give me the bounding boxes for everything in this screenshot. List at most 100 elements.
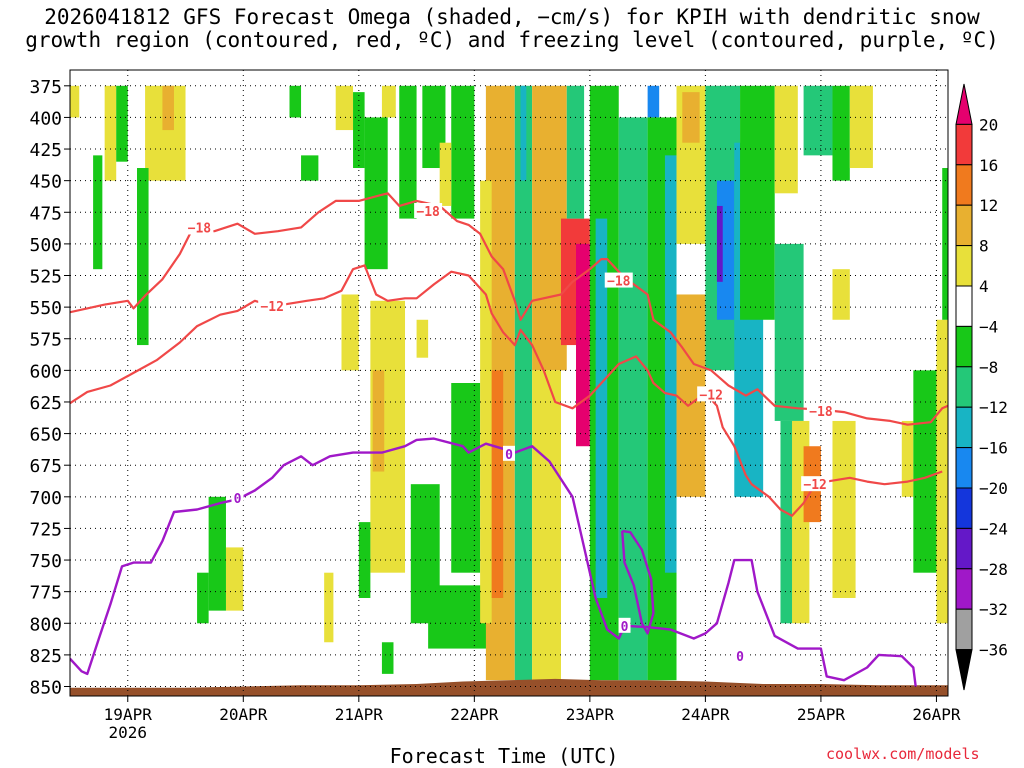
colorbar-swatch [955,245,973,287]
freezing-level-label: 0 [234,492,242,507]
dgz-contour-label-bg [806,402,835,418]
y-tick-label: 450 [29,172,62,193]
omega-cell [716,205,723,282]
colorbar-swatch [955,406,973,449]
y-tick-label: 375 [29,77,62,98]
x-tick-label: 20APR [219,705,268,724]
title-line-2: growth region (contoured, red, ºC) and f… [25,28,999,52]
omega-cell [832,269,850,320]
y-tick-label: 550 [29,298,62,319]
colorbar-swatch [955,123,973,166]
omega-cell [381,642,394,674]
colorbar-top-arrow [955,83,973,125]
omega-cell [832,420,856,598]
colorbar-label: −32 [979,600,1008,619]
y-tick-label: 525 [29,267,62,288]
omega-cell [451,85,475,219]
y-tick-label: 600 [29,361,62,382]
omega-cell [70,85,80,118]
y-tick-label: 825 [29,646,62,667]
omega-cell [849,85,873,169]
y-tick-label: 800 [29,614,62,635]
x-tick-label: 19APR [104,705,153,724]
colorbar-swatch [955,608,973,651]
omega-cell [576,243,590,447]
dgz-contour-label: −18 [607,275,631,290]
omega-cell [832,85,850,181]
colorbar-swatch [955,325,973,368]
dgz-contour-label-bg [185,219,214,235]
x-tick-label: 22APR [450,705,499,724]
omega-cell [341,294,359,371]
colorbar-label: 16 [979,156,998,175]
colorbar-label: 4 [979,277,989,296]
dgz-contour [70,192,948,426]
omega-cell [137,168,149,346]
omega-cell [803,85,833,156]
colorbar-swatch [955,447,973,489]
omega-cell [774,243,804,421]
y-tick-label: 400 [29,108,62,129]
omega-cell [913,370,937,573]
dgz-contour-label-bg [414,203,443,219]
y-tick-label: 700 [29,488,62,509]
omega-cell [208,496,226,611]
dgz-contour-label: −12 [260,300,283,315]
dgz-contour-label-bg [801,476,830,492]
title-line-1: 2026041812 GFS Forecast Omega (shaded, −… [44,5,980,29]
omega-cell [93,155,103,270]
x-axis-title: Forecast Time (UTC) [389,744,619,768]
dgz-contour-label: −12 [699,388,722,403]
freezing-level-label-bg [503,445,515,461]
freezing-level-label: 0 [505,448,513,463]
x-tick-sublabel: 2026 [108,723,147,742]
omega-cell [381,85,396,118]
plot-frame [69,69,949,697]
dgz-contour-label: −12 [803,478,826,493]
dgz-contour-label: −18 [416,205,440,220]
omega-cell [335,85,354,131]
omega-cell [225,547,244,611]
y-tick-label: 750 [29,551,62,572]
colorbar-swatch [955,204,973,247]
omega-cell [520,85,527,181]
colorbar-swatch [955,366,973,408]
omega-cell [780,420,793,624]
omega-cell [289,85,302,118]
omega-cell [774,85,798,194]
colorbar-label: 12 [979,196,998,215]
omega-cell [197,572,209,624]
dgz-contour-label-bg [697,386,726,402]
omega-cell [740,85,775,320]
omega-shading [70,85,948,681]
omega-cell [399,85,417,219]
x-tick-label: 23APR [566,705,615,724]
omega-cell [901,420,914,497]
colorbar-label: 8 [979,237,989,256]
dgz-contour-label-bg [258,297,287,313]
colorbar-swatch [955,164,973,206]
x-tick-label: 25APR [797,705,846,724]
colorbar-label: −4 [979,317,998,336]
colorbar-label: −24 [979,519,1008,538]
contour-labels: −18 −18 −12 −18 −12 −18 −12 0 0 0 0 [185,203,835,665]
colorbar-bottom-arrow [955,649,973,691]
colorbar-label: 20 [979,115,998,134]
freezing-level-label-bg [231,490,244,506]
omega-cell [532,370,561,681]
colorbar-label: −20 [979,479,1008,498]
colorbar-label: −28 [979,560,1008,579]
omega-cell [664,155,677,573]
y-tick-label: 725 [29,519,62,540]
y-tick-label: 775 [29,583,62,604]
ground-layer [70,678,948,696]
omega-cell [514,85,533,681]
omega-cell [364,117,388,270]
x-tick-label: 24APR [681,705,730,724]
colorbar-swatch [955,487,973,529]
colorbar-swatch [955,285,973,327]
y-tick-label: 850 [29,678,62,699]
y-tick-label: 625 [29,393,62,414]
omega-cell [301,155,319,181]
